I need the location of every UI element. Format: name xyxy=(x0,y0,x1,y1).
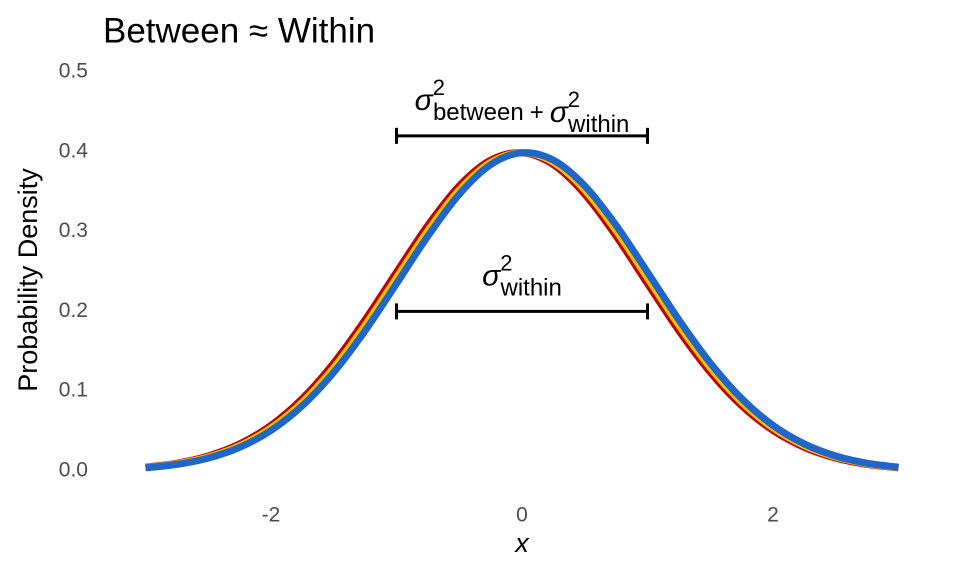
y-tick-label: 0.0 xyxy=(59,459,88,482)
subscript: within xyxy=(499,275,561,302)
y-tick-label: 0.1 xyxy=(59,379,88,402)
superscript: 2 xyxy=(568,87,580,112)
y-tick-label: 0.5 xyxy=(59,60,88,83)
x-tick-label: 2 xyxy=(767,504,779,527)
x-axis-label: x xyxy=(513,528,530,558)
sigma: σ xyxy=(482,259,502,292)
annotation: σ2 between + σ2 within xyxy=(415,75,630,139)
x-tick-label: -2 xyxy=(262,504,281,527)
sigma: σ xyxy=(415,84,435,117)
annotation: σ2 within xyxy=(482,250,562,302)
y-axis-label: Probability Density xyxy=(13,168,43,392)
operator: + xyxy=(530,99,544,126)
x-tick-label: 0 xyxy=(516,504,528,527)
y-tick-label: 0.2 xyxy=(59,299,88,322)
y-tick-label: 0.3 xyxy=(59,219,88,242)
subscript: between xyxy=(433,99,524,126)
y-tick-label: 0.4 xyxy=(59,139,89,162)
chart-title: Between ≈ Within xyxy=(103,11,375,50)
subscript: within xyxy=(567,111,629,138)
superscript: 2 xyxy=(500,250,512,275)
superscript: 2 xyxy=(433,75,445,100)
sigma: σ xyxy=(550,96,570,129)
density-curve xyxy=(145,149,899,472)
